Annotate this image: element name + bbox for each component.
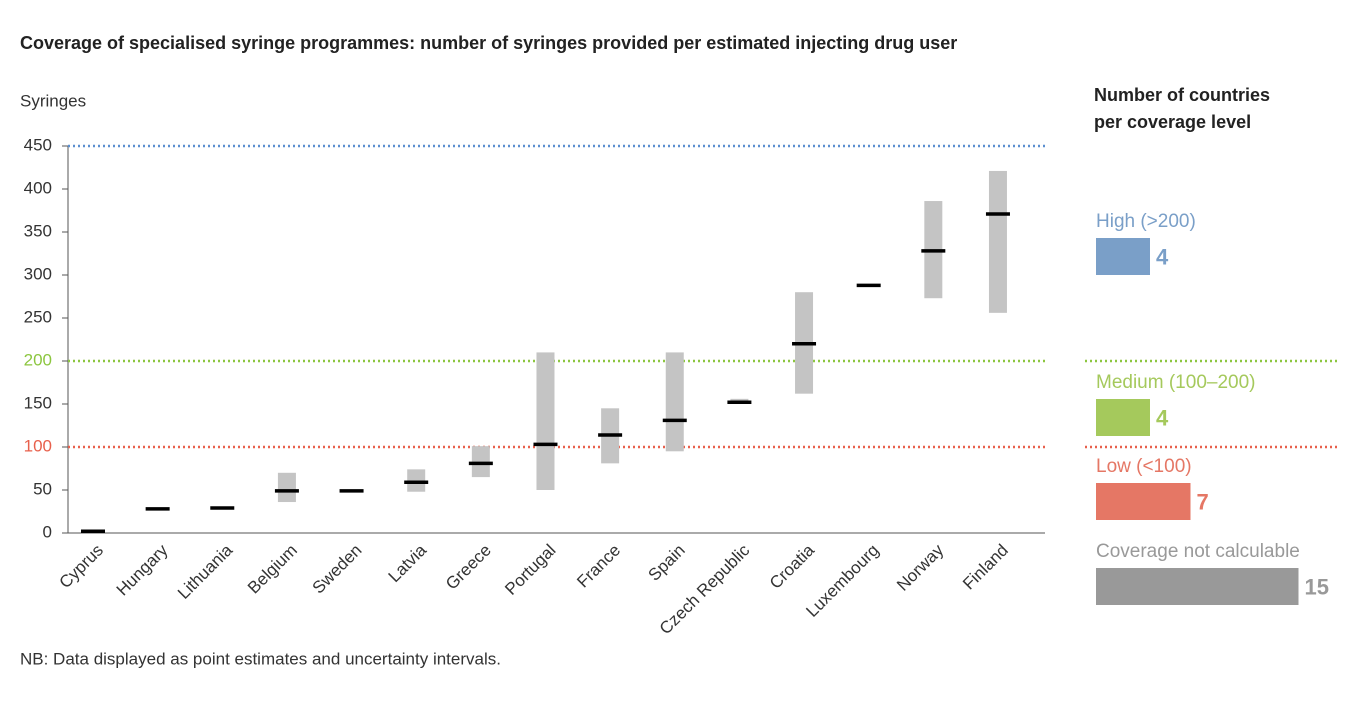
y-tick-label: 350 [24,221,52,240]
x-tick-label: Lithuania [174,540,237,603]
bar [1096,399,1150,436]
bar [1096,483,1191,520]
bar [1096,568,1299,605]
value-label: 7 [1197,489,1209,514]
y-tick-label: 100 [24,436,52,455]
y-tick-label: 400 [24,178,52,197]
x-tick-label: Norway [893,540,948,595]
y-tick-label: 450 [24,135,52,154]
x-tick-label: Latvia [385,540,431,586]
value-label: 15 [1305,574,1329,599]
y-tick-label: 150 [24,393,52,412]
x-tick-label: Sweden [309,541,366,598]
y-tick-label: 200 [24,350,52,369]
note: NB: Data displayed as point estimates an… [20,649,501,668]
y-tick-label: 300 [24,264,52,283]
value-label: 4 [1156,244,1169,269]
bar [1096,238,1150,275]
y-axis-label: Syringes [20,91,86,110]
x-tick-label: Spain [645,541,689,585]
x-tick-label: Croatia [766,540,819,593]
y-tick-label: 250 [24,307,52,326]
x-tick-label: France [573,541,624,592]
uncertainty-interval [536,352,555,490]
legend-label: Low (<100) [1096,456,1192,477]
value-label: 4 [1156,405,1169,430]
uncertainty-interval [988,170,1007,313]
y-tick-label: 50 [33,479,52,498]
legend-label: Coverage not calculable [1096,541,1300,562]
legend-label: High (>200) [1096,211,1196,232]
x-tick-label: Belgium [244,541,301,598]
x-tick-label: Cyprus [55,541,107,593]
x-tick-label: Greece [442,541,495,594]
uncertainty-interval [277,472,296,503]
x-tick-label: Finland [959,541,1012,594]
legend-title: Number of countries per coverage level [1094,85,1271,132]
chart-title: Coverage of specialised syringe programm… [20,33,958,53]
x-tick-label: Hungary [113,540,172,599]
x-tick-label: Portugal [501,541,559,599]
y-tick-label: 0 [43,522,52,541]
legend-label: Medium (100–200) [1096,372,1255,393]
uncertainty-interval [665,352,684,452]
